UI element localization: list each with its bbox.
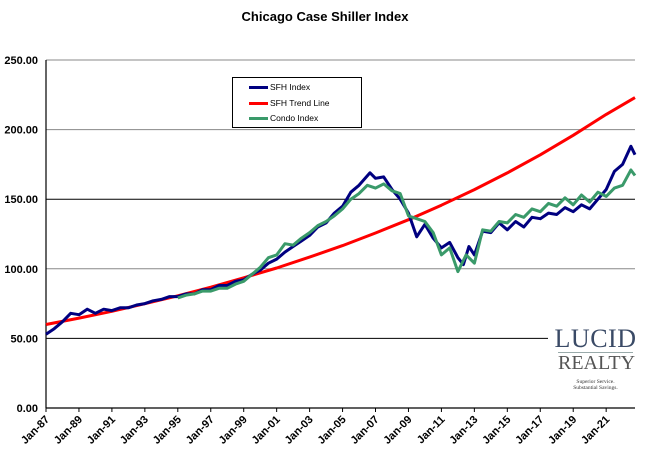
x-tick-label: Jan-13 <box>447 414 480 447</box>
x-tick-label: Jan-95 <box>151 414 184 447</box>
x-tick-label: Jan-97 <box>184 414 217 447</box>
y-tick-label: 250.00 <box>4 55 38 67</box>
x-tick-label: Jan-11 <box>415 414 448 447</box>
legend-swatch <box>249 102 268 106</box>
x-tick-label: Jan-21 <box>579 414 612 447</box>
y-tick-label: 0.00 <box>17 403 38 415</box>
x-tick-label: Jan-17 <box>513 414 546 447</box>
legend-label: SFH Index <box>270 82 311 92</box>
x-tick-label: Jan-15 <box>480 414 513 447</box>
x-tick-label: Jan-03 <box>283 414 316 447</box>
x-tick-label: Jan-19 <box>546 414 579 447</box>
chart-title: Chicago Case Shiller Index <box>241 9 409 24</box>
y-tick-label: 100.00 <box>4 264 38 276</box>
x-tick-label: Jan-89 <box>52 414 85 447</box>
logo-line2: REALTY <box>558 352 636 374</box>
series-line-sfh-index <box>45 144 637 336</box>
x-tick-label: Jan-05 <box>316 414 349 447</box>
logo-tagline2: Substantial Savings. <box>573 385 618 391</box>
logo-tagline1: Superior Service. <box>576 379 615 385</box>
series-line-condo-index <box>177 168 637 300</box>
y-tick-label: 50.00 <box>10 333 38 345</box>
y-tick-label: 150.00 <box>4 194 38 206</box>
legend-swatch <box>249 86 268 90</box>
lucid-realty-logo: LUCID REALTY Superior Service. Substanti… <box>548 322 643 392</box>
legend-item-sfh-trend-line: SFH Trend Line <box>249 97 330 109</box>
y-tick-label: 200.00 <box>4 125 38 137</box>
x-tick-label: Jan-99 <box>217 414 250 447</box>
legend-label: Condo Index <box>270 113 319 123</box>
x-tick-label: Jan-91 <box>85 414 118 447</box>
legend-item-sfh-index: SFH Index <box>249 81 310 93</box>
logo-line1: LUCID <box>554 324 637 353</box>
legend: SFH Index SFH Trend Line Condo Index <box>232 77 362 128</box>
legend-label: SFH Trend Line <box>270 98 330 108</box>
x-tick-label: Jan-09 <box>381 414 414 447</box>
x-tick-label: Jan-01 <box>250 414 283 447</box>
x-tick-label: Jan-07 <box>348 414 381 447</box>
x-tick-label: Jan-93 <box>118 414 151 447</box>
legend-swatch <box>249 117 268 121</box>
x-tick-label: Jan-87 <box>19 414 52 447</box>
legend-item-condo-index: Condo Index <box>249 112 318 124</box>
